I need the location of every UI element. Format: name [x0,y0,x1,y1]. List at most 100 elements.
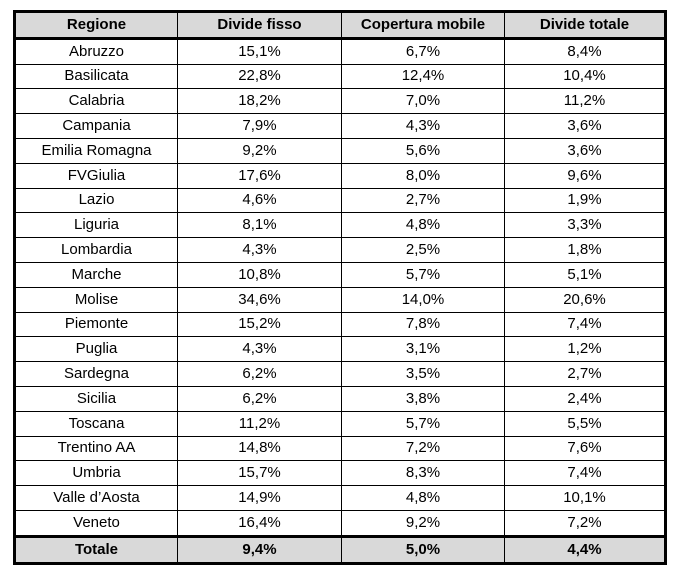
cell-divide-totale: 2,4% [504,385,666,412]
header-divide-totale: Divide totale [504,11,666,40]
cell-copertura-mobile: 7,0% [341,88,505,115]
cell-divide-totale: 20,6% [504,286,666,313]
cell-divide-totale: 1,9% [504,187,666,214]
cell-copertura-mobile: 4,3% [341,113,505,139]
header-copertura-mobile: Copertura mobile [341,11,505,40]
cell-divide-totale: 5,1% [504,261,666,288]
cell-copertura-mobile: 3,5% [341,361,505,387]
cell-divide-totale: 7,4% [504,460,666,487]
header-row: Regione Divide fisso Copertura mobile Di… [14,11,666,40]
cell-regione: Abruzzo [14,37,178,65]
header-regione: Regione [14,11,178,40]
cell-regione: Veneto [14,509,178,537]
cell-divide-fisso: 17,6% [177,162,342,189]
cell-regione: Toscana [14,410,178,437]
total-divide-totale: 4,4% [504,534,666,565]
cell-divide-fisso: 15,1% [177,37,342,65]
table-body: Abruzzo 15,1% 6,7% 8,4% Basilicata 22,8% 12,4%… [14,37,666,537]
cell-divide-totale: 10,1% [504,485,666,511]
table-row: Abruzzo 15,1% 6,7% 8,4% [14,37,666,65]
cell-divide-totale: 5,5% [504,410,666,437]
table-row: Lombardia 4,3% 2,5% 1,8% [14,237,666,263]
cell-regione: Campania [14,113,178,139]
table-row: Basilicata 22,8% 12,4% 10,4% [14,63,666,90]
cell-regione: Piemonte [14,311,178,338]
cell-divide-totale: 3,6% [504,137,666,164]
cell-regione: Molise [14,286,178,313]
total-copertura-mobile: 5,0% [341,534,505,565]
cell-divide-totale: 7,4% [504,311,666,338]
cell-divide-fisso: 6,2% [177,361,342,387]
cell-divide-fisso: 4,6% [177,187,342,214]
cell-copertura-mobile: 14,0% [341,286,505,313]
cell-divide-totale: 2,7% [504,361,666,387]
cell-divide-totale: 9,6% [504,162,666,189]
cell-copertura-mobile: 6,7% [341,37,505,65]
table-row: Umbria 15,7% 8,3% 7,4% [14,460,666,487]
cell-copertura-mobile: 5,6% [341,137,505,164]
cell-divide-fisso: 15,7% [177,460,342,487]
cell-regione: Lombardia [14,237,178,263]
table-row: Toscana 11,2% 5,7% 5,5% [14,410,666,437]
table-row: Sicilia 6,2% 3,8% 2,4% [14,385,666,412]
table-row: Piemonte 15,2% 7,8% 7,4% [14,311,666,338]
cell-divide-fisso: 7,9% [177,113,342,139]
cell-divide-fisso: 4,3% [177,336,342,363]
cell-divide-fisso: 6,2% [177,385,342,412]
total-label: Totale [14,534,178,565]
cell-divide-totale: 11,2% [504,88,666,115]
cell-divide-fisso: 9,2% [177,137,342,164]
cell-divide-fisso: 16,4% [177,509,342,537]
cell-divide-fisso: 8,1% [177,212,342,239]
cell-copertura-mobile: 8,0% [341,162,505,189]
cell-divide-fisso: 4,3% [177,237,342,263]
header-divide-fisso: Divide fisso [177,11,342,40]
cell-divide-totale: 3,3% [504,212,666,239]
cell-copertura-mobile: 4,8% [341,212,505,239]
cell-divide-fisso: 22,8% [177,63,342,90]
cell-copertura-mobile: 5,7% [341,261,505,288]
table-row: Veneto 16,4% 9,2% 7,2% [14,509,666,537]
table-header: Regione Divide fisso Copertura mobile Di… [14,11,666,40]
regional-divide-table: Regione Divide fisso Copertura mobile Di… [13,10,667,565]
cell-regione: FVGiulia [14,162,178,189]
table-row: Sardegna 6,2% 3,5% 2,7% [14,361,666,387]
cell-divide-fisso: 10,8% [177,261,342,288]
cell-regione: Lazio [14,187,178,214]
table-row: FVGiulia 17,6% 8,0% 9,6% [14,162,666,189]
total-divide-fisso: 9,4% [177,534,342,565]
cell-divide-totale: 1,8% [504,237,666,263]
cell-divide-totale: 7,6% [504,435,666,462]
cell-divide-totale: 3,6% [504,113,666,139]
table-row: Marche 10,8% 5,7% 5,1% [14,261,666,288]
cell-copertura-mobile: 2,7% [341,187,505,214]
cell-divide-totale: 7,2% [504,509,666,537]
cell-copertura-mobile: 3,1% [341,336,505,363]
cell-divide-fisso: 14,9% [177,485,342,511]
cell-copertura-mobile: 5,7% [341,410,505,437]
cell-regione: Calabria [14,88,178,115]
table-row: Campania 7,9% 4,3% 3,6% [14,113,666,139]
cell-divide-fisso: 14,8% [177,435,342,462]
cell-copertura-mobile: 4,8% [341,485,505,511]
table-row: Molise 34,6% 14,0% 20,6% [14,286,666,313]
cell-copertura-mobile: 7,8% [341,311,505,338]
cell-regione: Valle d’Aosta [14,485,178,511]
cell-copertura-mobile: 8,3% [341,460,505,487]
cell-regione: Sicilia [14,385,178,412]
cell-regione: Basilicata [14,63,178,90]
table-footer: Totale 9,4% 5,0% 4,4% [14,534,666,565]
cell-regione: Puglia [14,336,178,363]
cell-divide-totale: 10,4% [504,63,666,90]
cell-regione: Liguria [14,212,178,239]
cell-copertura-mobile: 12,4% [341,63,505,90]
cell-copertura-mobile: 3,8% [341,385,505,412]
cell-regione: Marche [14,261,178,288]
cell-copertura-mobile: 2,5% [341,237,505,263]
cell-divide-fisso: 34,6% [177,286,342,313]
cell-copertura-mobile: 7,2% [341,435,505,462]
cell-divide-totale: 1,2% [504,336,666,363]
cell-divide-fisso: 18,2% [177,88,342,115]
table-row: Liguria 8,1% 4,8% 3,3% [14,212,666,239]
table-row: Trentino AA 14,8% 7,2% 7,6% [14,435,666,462]
